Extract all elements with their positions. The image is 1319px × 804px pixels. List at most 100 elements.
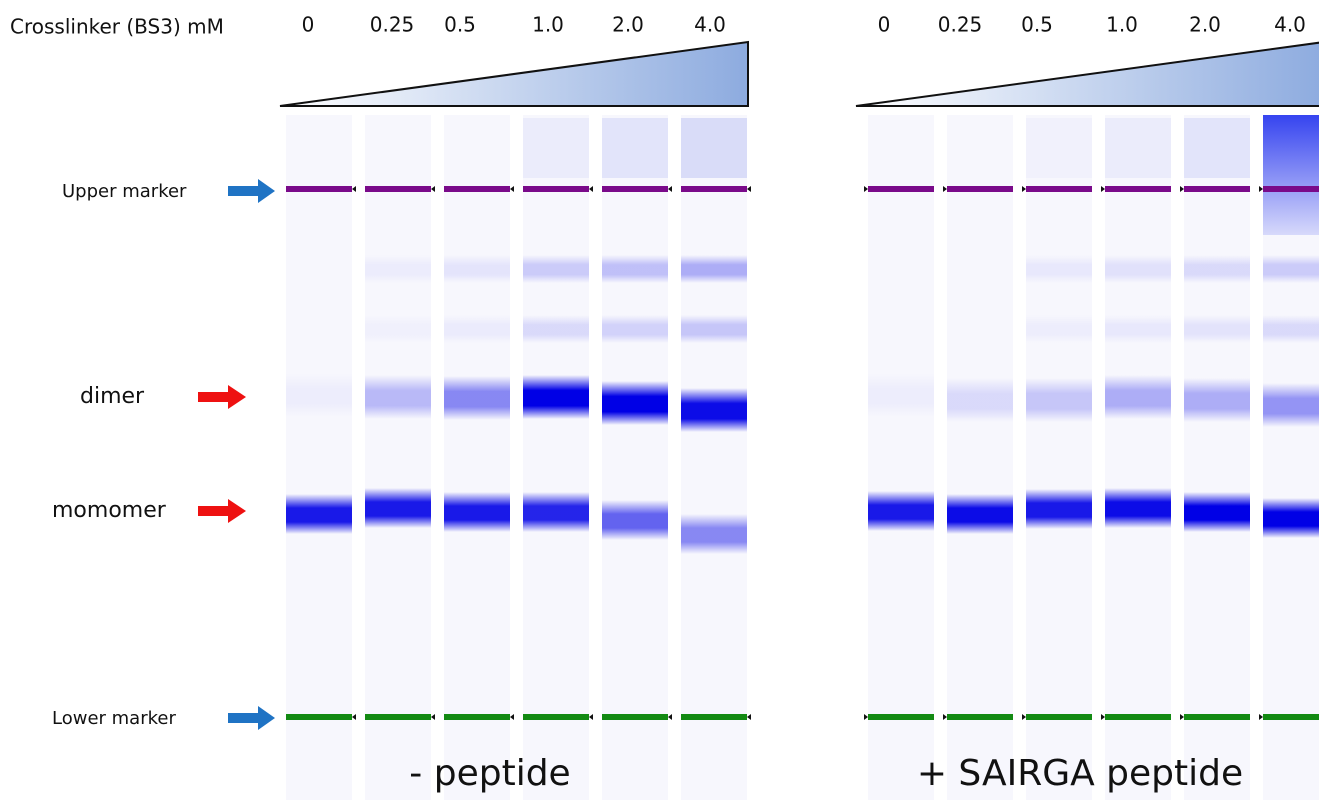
arrow (228, 706, 275, 730)
peak-marker (352, 186, 356, 192)
monomer-band (523, 492, 589, 532)
upper-marker (1026, 186, 1092, 192)
lane-background (868, 115, 934, 800)
row-label: dimer (80, 384, 145, 409)
concentration-label: 0.5 (1021, 13, 1053, 37)
lane-background (1184, 115, 1250, 800)
monomer-band (602, 500, 668, 540)
monomer-band (947, 494, 1013, 534)
lane (1259, 115, 1319, 800)
panel-title: - peptide (409, 753, 570, 794)
peak-marker (1022, 714, 1026, 720)
dimer-band (868, 373, 934, 417)
lane-background (365, 115, 431, 800)
smear (681, 118, 747, 178)
smear (1026, 118, 1092, 178)
peak-marker (431, 714, 435, 720)
smear (1105, 118, 1171, 178)
gradient-wedge (855, 41, 1319, 107)
band (365, 315, 431, 343)
band (1105, 315, 1171, 343)
dimer-band (1105, 375, 1171, 419)
monomer-band (868, 491, 934, 531)
lower-marker (523, 714, 589, 720)
upper-marker (523, 186, 589, 192)
arrow (198, 385, 246, 409)
peak-marker (1101, 714, 1105, 720)
peak-marker (747, 186, 751, 192)
row-label: Lower marker (52, 708, 176, 729)
lane-background (444, 115, 510, 800)
lane-background (947, 115, 1013, 800)
band (523, 255, 589, 283)
monomer-band (1184, 492, 1250, 532)
peak-marker (943, 186, 947, 192)
peak-marker (1180, 714, 1184, 720)
smear (602, 118, 668, 178)
axis-label: Crosslinker (BS3) mM (10, 15, 224, 39)
concentration-label: 0.5 (444, 13, 476, 37)
peak-marker (510, 186, 514, 192)
panel-title: + SAIRGA peptide (917, 753, 1243, 794)
gradient-wedge (279, 40, 749, 107)
upper-marker (1263, 186, 1319, 192)
lane-background (286, 115, 352, 800)
upper-marker (1184, 186, 1250, 192)
band (602, 255, 668, 283)
lower-marker (868, 714, 934, 720)
band (1184, 315, 1250, 343)
concentration-label: 1.0 (1106, 13, 1138, 37)
band (444, 255, 510, 283)
smear (523, 118, 589, 178)
dimer-band (1184, 378, 1250, 422)
peak-marker (668, 186, 672, 192)
peak-marker (1259, 714, 1263, 720)
peak-marker (1101, 186, 1105, 192)
lane (681, 115, 751, 800)
peak-marker (589, 186, 593, 192)
lane (523, 115, 593, 800)
band (1184, 255, 1250, 283)
concentration-label: 2.0 (612, 13, 644, 37)
concentration-label: 0 (302, 13, 315, 37)
concentration-label: 2.0 (1189, 13, 1221, 37)
arrow (198, 499, 246, 523)
peak-marker (431, 186, 435, 192)
concentration-label: 4.0 (694, 13, 726, 37)
monomer-band (365, 488, 431, 528)
lane (444, 115, 514, 800)
monomer-band (681, 514, 747, 554)
band (1026, 255, 1092, 283)
concentration-label: 0.25 (370, 13, 415, 37)
band (523, 315, 589, 343)
row-label: momomer (52, 498, 167, 523)
monomer-band (286, 494, 352, 534)
lower-marker (444, 714, 510, 720)
dimer-band (444, 376, 510, 420)
upper-marker (602, 186, 668, 192)
lane-background (681, 115, 747, 800)
upper-marker (286, 186, 352, 192)
dimer-band (681, 388, 747, 432)
lower-marker (947, 714, 1013, 720)
dimer-band (523, 375, 589, 419)
monomer-band (444, 492, 510, 532)
concentration-label: 0.25 (938, 13, 983, 37)
peak-marker (864, 186, 868, 192)
lane (602, 115, 672, 800)
lane (365, 115, 435, 800)
lower-marker (286, 714, 352, 720)
lower-marker (1026, 714, 1092, 720)
lane-background (1105, 115, 1171, 800)
monomer-band (1263, 498, 1319, 538)
smear (1263, 115, 1319, 235)
lower-marker (1263, 714, 1319, 720)
lane (943, 115, 1013, 800)
lane (1180, 115, 1250, 800)
upper-marker (681, 186, 747, 192)
band (1026, 315, 1092, 343)
band (1263, 255, 1319, 283)
lower-marker (1184, 714, 1250, 720)
gel-lanes (286, 115, 1319, 800)
lane (1022, 115, 1092, 800)
